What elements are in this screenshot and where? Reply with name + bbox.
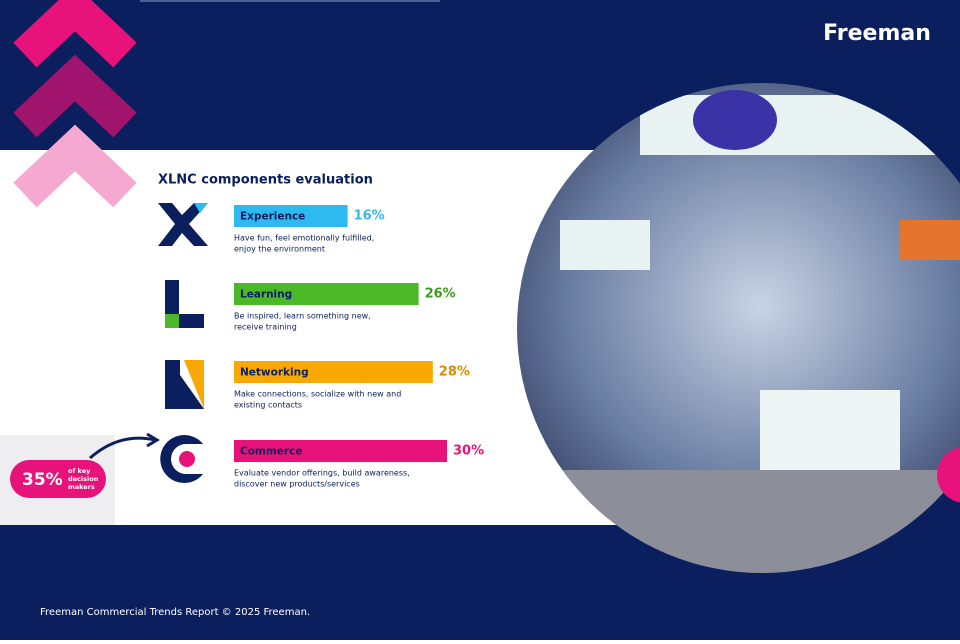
bar bbox=[234, 205, 348, 227]
category-label: Learning bbox=[240, 289, 292, 301]
description: Be inspired, learn something new, bbox=[234, 312, 371, 321]
description: Evaluate vendor offerings, build awarene… bbox=[234, 469, 410, 478]
description: Have fun, feel emotionally fulfilled, bbox=[234, 234, 374, 243]
callout-arrow bbox=[89, 436, 156, 460]
value-label: 26% bbox=[425, 287, 456, 302]
value-label: 16% bbox=[354, 209, 385, 224]
bar bbox=[234, 440, 447, 462]
description: receive training bbox=[234, 323, 297, 332]
category-label: Experience bbox=[240, 211, 305, 223]
brand: Freeman bbox=[823, 21, 931, 46]
booth-photo bbox=[517, 83, 960, 573]
description: Make connections, socialize with new and bbox=[234, 390, 401, 399]
chart-title: XLNC components evaluation bbox=[158, 173, 373, 188]
category-label: Commerce bbox=[240, 446, 302, 458]
callout-value: 35% bbox=[22, 470, 63, 490]
description: existing contacts bbox=[234, 401, 302, 410]
accent-dot bbox=[937, 447, 960, 503]
description: enjoy the environment bbox=[234, 245, 325, 254]
callout-text: makers bbox=[68, 483, 95, 491]
chevrons bbox=[13, 0, 137, 208]
description: discover new products/services bbox=[234, 480, 360, 489]
callout-badge bbox=[10, 460, 106, 498]
callout-arrowhead bbox=[146, 432, 160, 448]
value-label: 28% bbox=[439, 365, 470, 380]
icons bbox=[158, 203, 208, 483]
callout-text: decision bbox=[68, 475, 99, 483]
category-label: Networking bbox=[240, 367, 309, 379]
footer: Freeman Commercial Trends Report © 2025 … bbox=[40, 607, 310, 618]
value-label: 30% bbox=[453, 444, 484, 459]
bar bbox=[234, 361, 433, 383]
callout-text: of key bbox=[68, 467, 91, 475]
bar bbox=[234, 283, 419, 305]
